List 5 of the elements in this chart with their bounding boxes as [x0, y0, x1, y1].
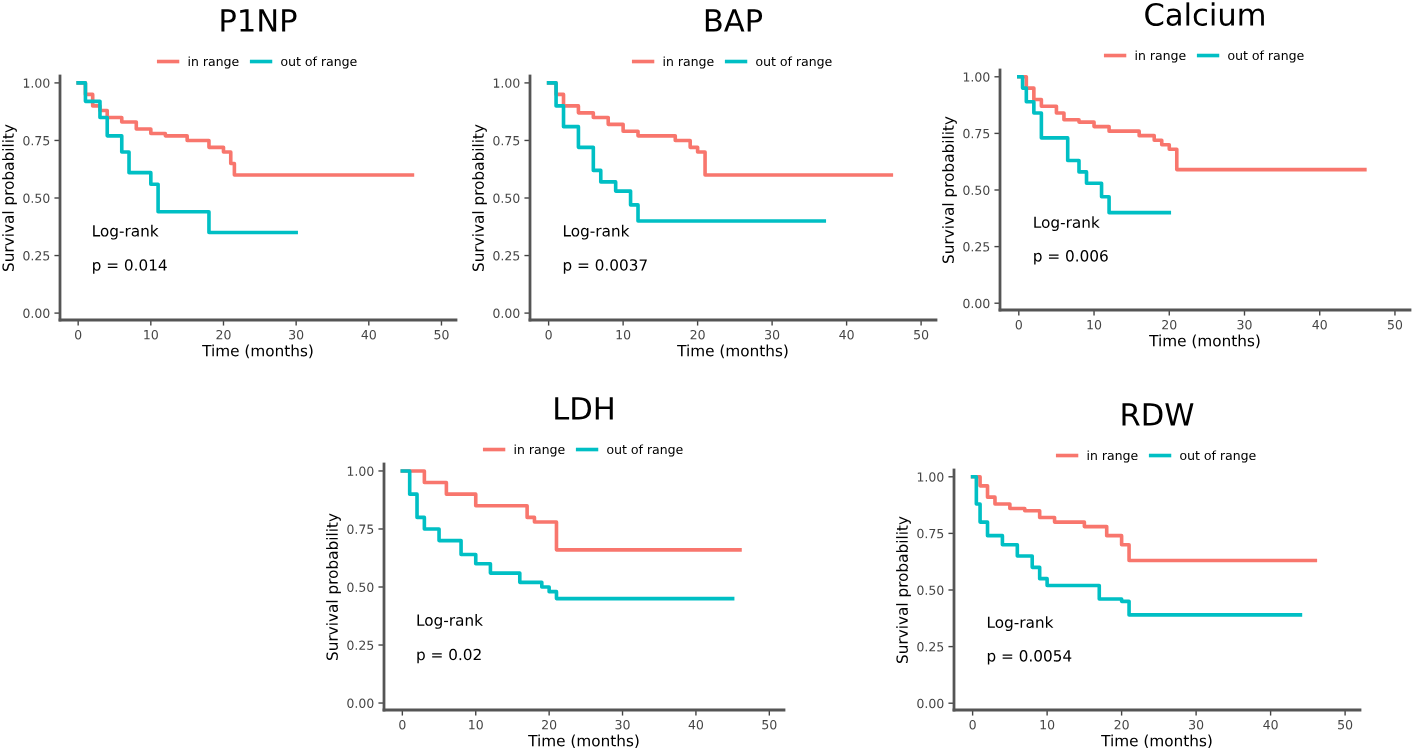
chart-title: RDW: [1122, 403, 1194, 426]
chart-title: P1NP: [221, 9, 297, 32]
chart-title: BAP: [705, 9, 763, 32]
chart-title: Calcium: [1145, 2, 1264, 26]
chart-title: LDH: [555, 397, 613, 420]
